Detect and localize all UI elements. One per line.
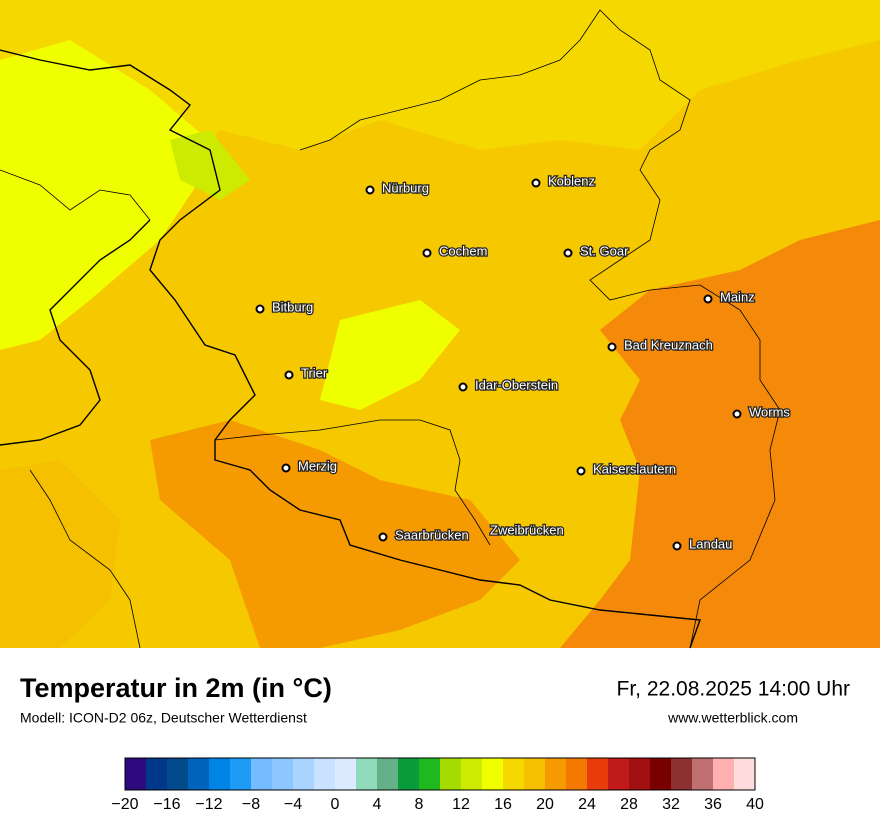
city-dot [281,463,291,473]
tick-label: −16 [153,796,180,813]
color-swatch [398,758,420,790]
city-label: Zweibrücken [490,522,564,537]
country-border [0,169,151,221]
city-dot [607,342,617,352]
very-hot-zone [150,420,520,648]
color-swatch [671,758,693,790]
color-swatch [230,758,252,790]
city-dot [563,248,573,258]
city-label: Saarbrücken [395,527,469,542]
tick-label: 4 [373,796,382,813]
tick-label: 0 [331,796,340,813]
city-dot [422,248,432,258]
city-dot [732,409,742,419]
warm-zone [0,460,120,648]
very-hot-zone [560,220,880,648]
city-dot [255,304,265,314]
color-swatch [692,758,714,790]
datetime: Fr, 22.08.2025 14:00 Uhr [617,678,851,701]
city-dot [284,370,294,380]
city-label: Landau [689,536,732,551]
city-dot [703,294,713,304]
color-swatch [587,758,609,790]
city-dot [672,541,682,551]
color-swatch [713,758,735,790]
color-swatch [461,758,483,790]
city-label: Nürburg [382,180,429,195]
city-label: Merzig [298,458,337,473]
color-swatch [629,758,651,790]
map-title: Temperatur in 2m (in °C) [20,673,332,703]
city-label: Kaiserslautern [593,461,676,476]
tick-label: 28 [620,796,638,813]
city-dot [378,532,388,542]
color-swatch [356,758,378,790]
color-swatch [503,758,525,790]
color-swatch [545,758,567,790]
color-swatch [251,758,273,790]
tick-label: 40 [746,796,764,813]
color-swatch [167,758,189,790]
color-swatch [482,758,504,790]
city-dot [576,466,586,476]
color-swatch [188,758,210,790]
tick-label: 8 [415,796,424,813]
country-border [0,219,151,446]
color-swatch [377,758,399,790]
subtitle: Modell: ICON-D2 06z, Deutscher Wetterdie… [20,710,307,726]
city-label: Mainz [720,289,755,304]
tick-label: −12 [195,796,222,813]
color-swatch [524,758,546,790]
tick-label: 36 [704,796,722,813]
color-swatch [734,758,756,790]
city-label: Koblenz [548,173,595,188]
city-label: Bad Kreuznach [624,337,713,352]
city-label: Worms [749,404,790,419]
color-swatch [650,758,672,790]
city-label: Trier [301,365,328,380]
state-border [299,9,781,649]
color-swatch [608,758,630,790]
tick-label: −8 [242,796,260,813]
city-label: Bitburg [272,299,313,314]
colorbar-frame [124,757,756,791]
color-swatch [146,758,168,790]
colorbar: −20 −16 −12 −8 −4 0 4 8 12 16 20 24 28 32 36 40 [111,757,764,813]
color-swatch [209,758,231,790]
color-swatch [293,758,315,790]
tick-label: 16 [494,796,512,813]
country-border [29,469,141,649]
color-swatch [335,758,357,790]
state-border [214,419,491,546]
tick-label: −4 [284,796,302,813]
website: www.wetterblick.com [667,710,798,726]
color-swatch [314,758,336,790]
tick-label: 20 [536,796,554,813]
color-swatch [272,758,294,790]
color-swatch [440,758,462,790]
state-border [0,49,701,649]
city-dot [365,185,375,195]
color-swatch [566,758,588,790]
hot-zone [320,300,460,410]
hot-zone [170,130,250,200]
hot-zone [0,40,220,350]
tick-label: −20 [111,796,138,813]
city-dot [458,382,468,392]
color-swatch [419,758,441,790]
city-layer: Nürburg Koblenz Cochem St. Goar Mainz Bitburg… [255,172,792,553]
map: Nürburg Koblenz Cochem St. Goar Mainz Bitburg… [0,0,880,649]
color-swatch [125,758,147,790]
city-dot [531,178,541,188]
city-label: St. Goar [580,243,629,258]
city-label: Idar-Oberstein [475,377,558,392]
tick-label: 12 [452,796,470,813]
tick-label: 24 [578,796,596,813]
tick-label: 32 [662,796,680,813]
city-label: Cochem [439,243,487,258]
